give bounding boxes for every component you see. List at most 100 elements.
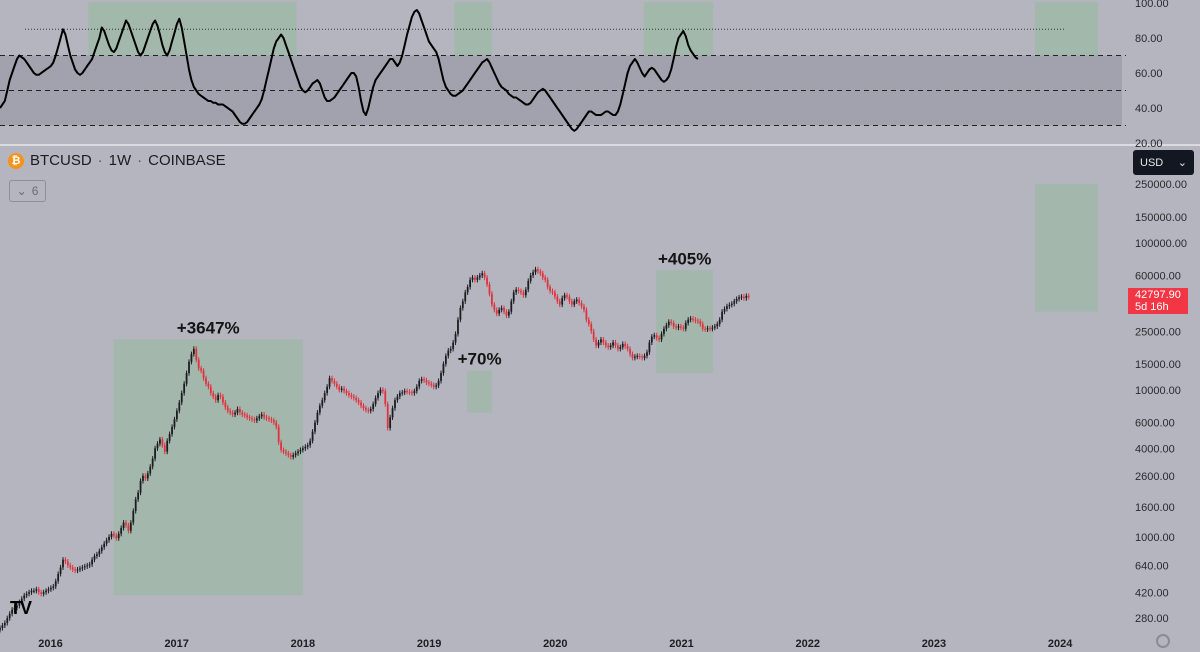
candle-body (440, 373, 442, 381)
candle-body (478, 275, 481, 278)
time-tick-label: 2023 (922, 638, 946, 650)
candle-body (423, 379, 425, 381)
time-tick-label: 2017 (164, 638, 188, 650)
candle-body (360, 402, 362, 406)
candle-body (665, 325, 668, 329)
candle-body (595, 339, 598, 346)
candle-body (231, 412, 234, 415)
candle-body (532, 272, 534, 276)
candle-body (241, 412, 244, 415)
candle-body (79, 568, 81, 570)
candle-body (537, 269, 539, 272)
bar-countdown: 5d 16h (1135, 301, 1169, 313)
candle-body (493, 304, 496, 310)
candle-body (621, 343, 624, 348)
oscillator-tick-label: 100.00 (1135, 0, 1169, 10)
candle-body (733, 301, 736, 304)
price-axis[interactable]: 20.00 40.00 60.00 80.00 100.00 280.00 420.00 64… (1135, 0, 1187, 625)
candle-body (626, 346, 629, 349)
candle-body (18, 602, 21, 606)
candle-body (103, 543, 106, 548)
candle-body (723, 308, 726, 312)
candle-body (47, 589, 50, 591)
candle-body (171, 426, 173, 435)
candle-body (391, 408, 394, 418)
time-axis[interactable]: 2016 2017 2018 2019 2020 2021 2022 2023 2024 (38, 638, 1073, 650)
candle-body (650, 336, 653, 343)
candle-body (57, 573, 60, 582)
price-tick-label: 6000.00 (1135, 417, 1175, 429)
symbol-legend[interactable]: ₿ BTCUSD · 1W · COINBASE (8, 152, 226, 169)
candle-body (655, 335, 658, 339)
candle-body (561, 298, 564, 305)
candle-body (35, 589, 38, 591)
candle-body (236, 409, 239, 413)
candle-body (255, 418, 258, 421)
candle-body (653, 335, 656, 337)
candle-body (146, 473, 149, 479)
candle-body (529, 275, 532, 281)
candle-body (222, 396, 224, 403)
candle-body (522, 292, 525, 296)
candle-body (149, 466, 152, 474)
candle-body (505, 311, 508, 316)
legend-separator: · (137, 152, 143, 169)
candle-body (706, 328, 709, 330)
candle-body (86, 565, 89, 567)
candle-body (108, 536, 110, 541)
candle-body (495, 309, 498, 314)
candle-body (474, 277, 476, 280)
candle-body (91, 559, 93, 565)
candle-body (74, 569, 77, 571)
candle-body (437, 380, 440, 386)
candle-body (289, 455, 292, 457)
candle-body (355, 397, 358, 401)
tradingview-logo[interactable]: TV (10, 598, 32, 618)
candle-body (592, 331, 595, 340)
candle-body (321, 400, 324, 406)
candle-body (265, 417, 268, 419)
candle-body (335, 383, 338, 387)
candle-body (76, 569, 79, 571)
price-tick-label: 1600.00 (1135, 502, 1175, 514)
candle-body (541, 273, 544, 278)
candle-body (517, 289, 520, 291)
candle-body (696, 320, 699, 322)
candle-body (316, 412, 319, 423)
currency-selector[interactable]: USD ⌄ (1133, 150, 1194, 175)
gear-icon[interactable] (1156, 634, 1170, 648)
candle-body (105, 540, 108, 544)
price-tick-label: 15000.00 (1135, 359, 1181, 371)
oscillator-highlight-box (1034, 2, 1098, 56)
candle-body (212, 393, 215, 397)
candle-body (607, 345, 610, 348)
candle-body (403, 391, 406, 393)
candle-body (301, 448, 304, 450)
candle-body (306, 445, 309, 447)
candle-body (546, 279, 549, 288)
candle-body (13, 607, 16, 610)
candle-body (66, 561, 69, 566)
candle-body (362, 405, 365, 409)
candle-body (270, 419, 273, 421)
candle-body (268, 418, 270, 420)
candle-body (590, 324, 593, 332)
candle-body (728, 304, 731, 307)
candle-body (415, 386, 418, 392)
candle-body (6, 618, 9, 623)
candle-body (578, 299, 581, 303)
candle-body (37, 589, 40, 593)
candle-body (444, 355, 447, 364)
candle-body (275, 422, 278, 427)
candle-body (260, 414, 263, 417)
candle-body (583, 306, 585, 310)
candle-body (129, 522, 132, 531)
collapse-indicators-button[interactable]: ⌄ 6 (9, 180, 46, 202)
candle-body (638, 355, 641, 357)
candle-body (132, 510, 135, 523)
annotation-label: +3647% (177, 318, 240, 337)
currency-value: USD (1140, 156, 1164, 169)
candle-body (163, 445, 166, 452)
annotation-box (1034, 184, 1098, 312)
